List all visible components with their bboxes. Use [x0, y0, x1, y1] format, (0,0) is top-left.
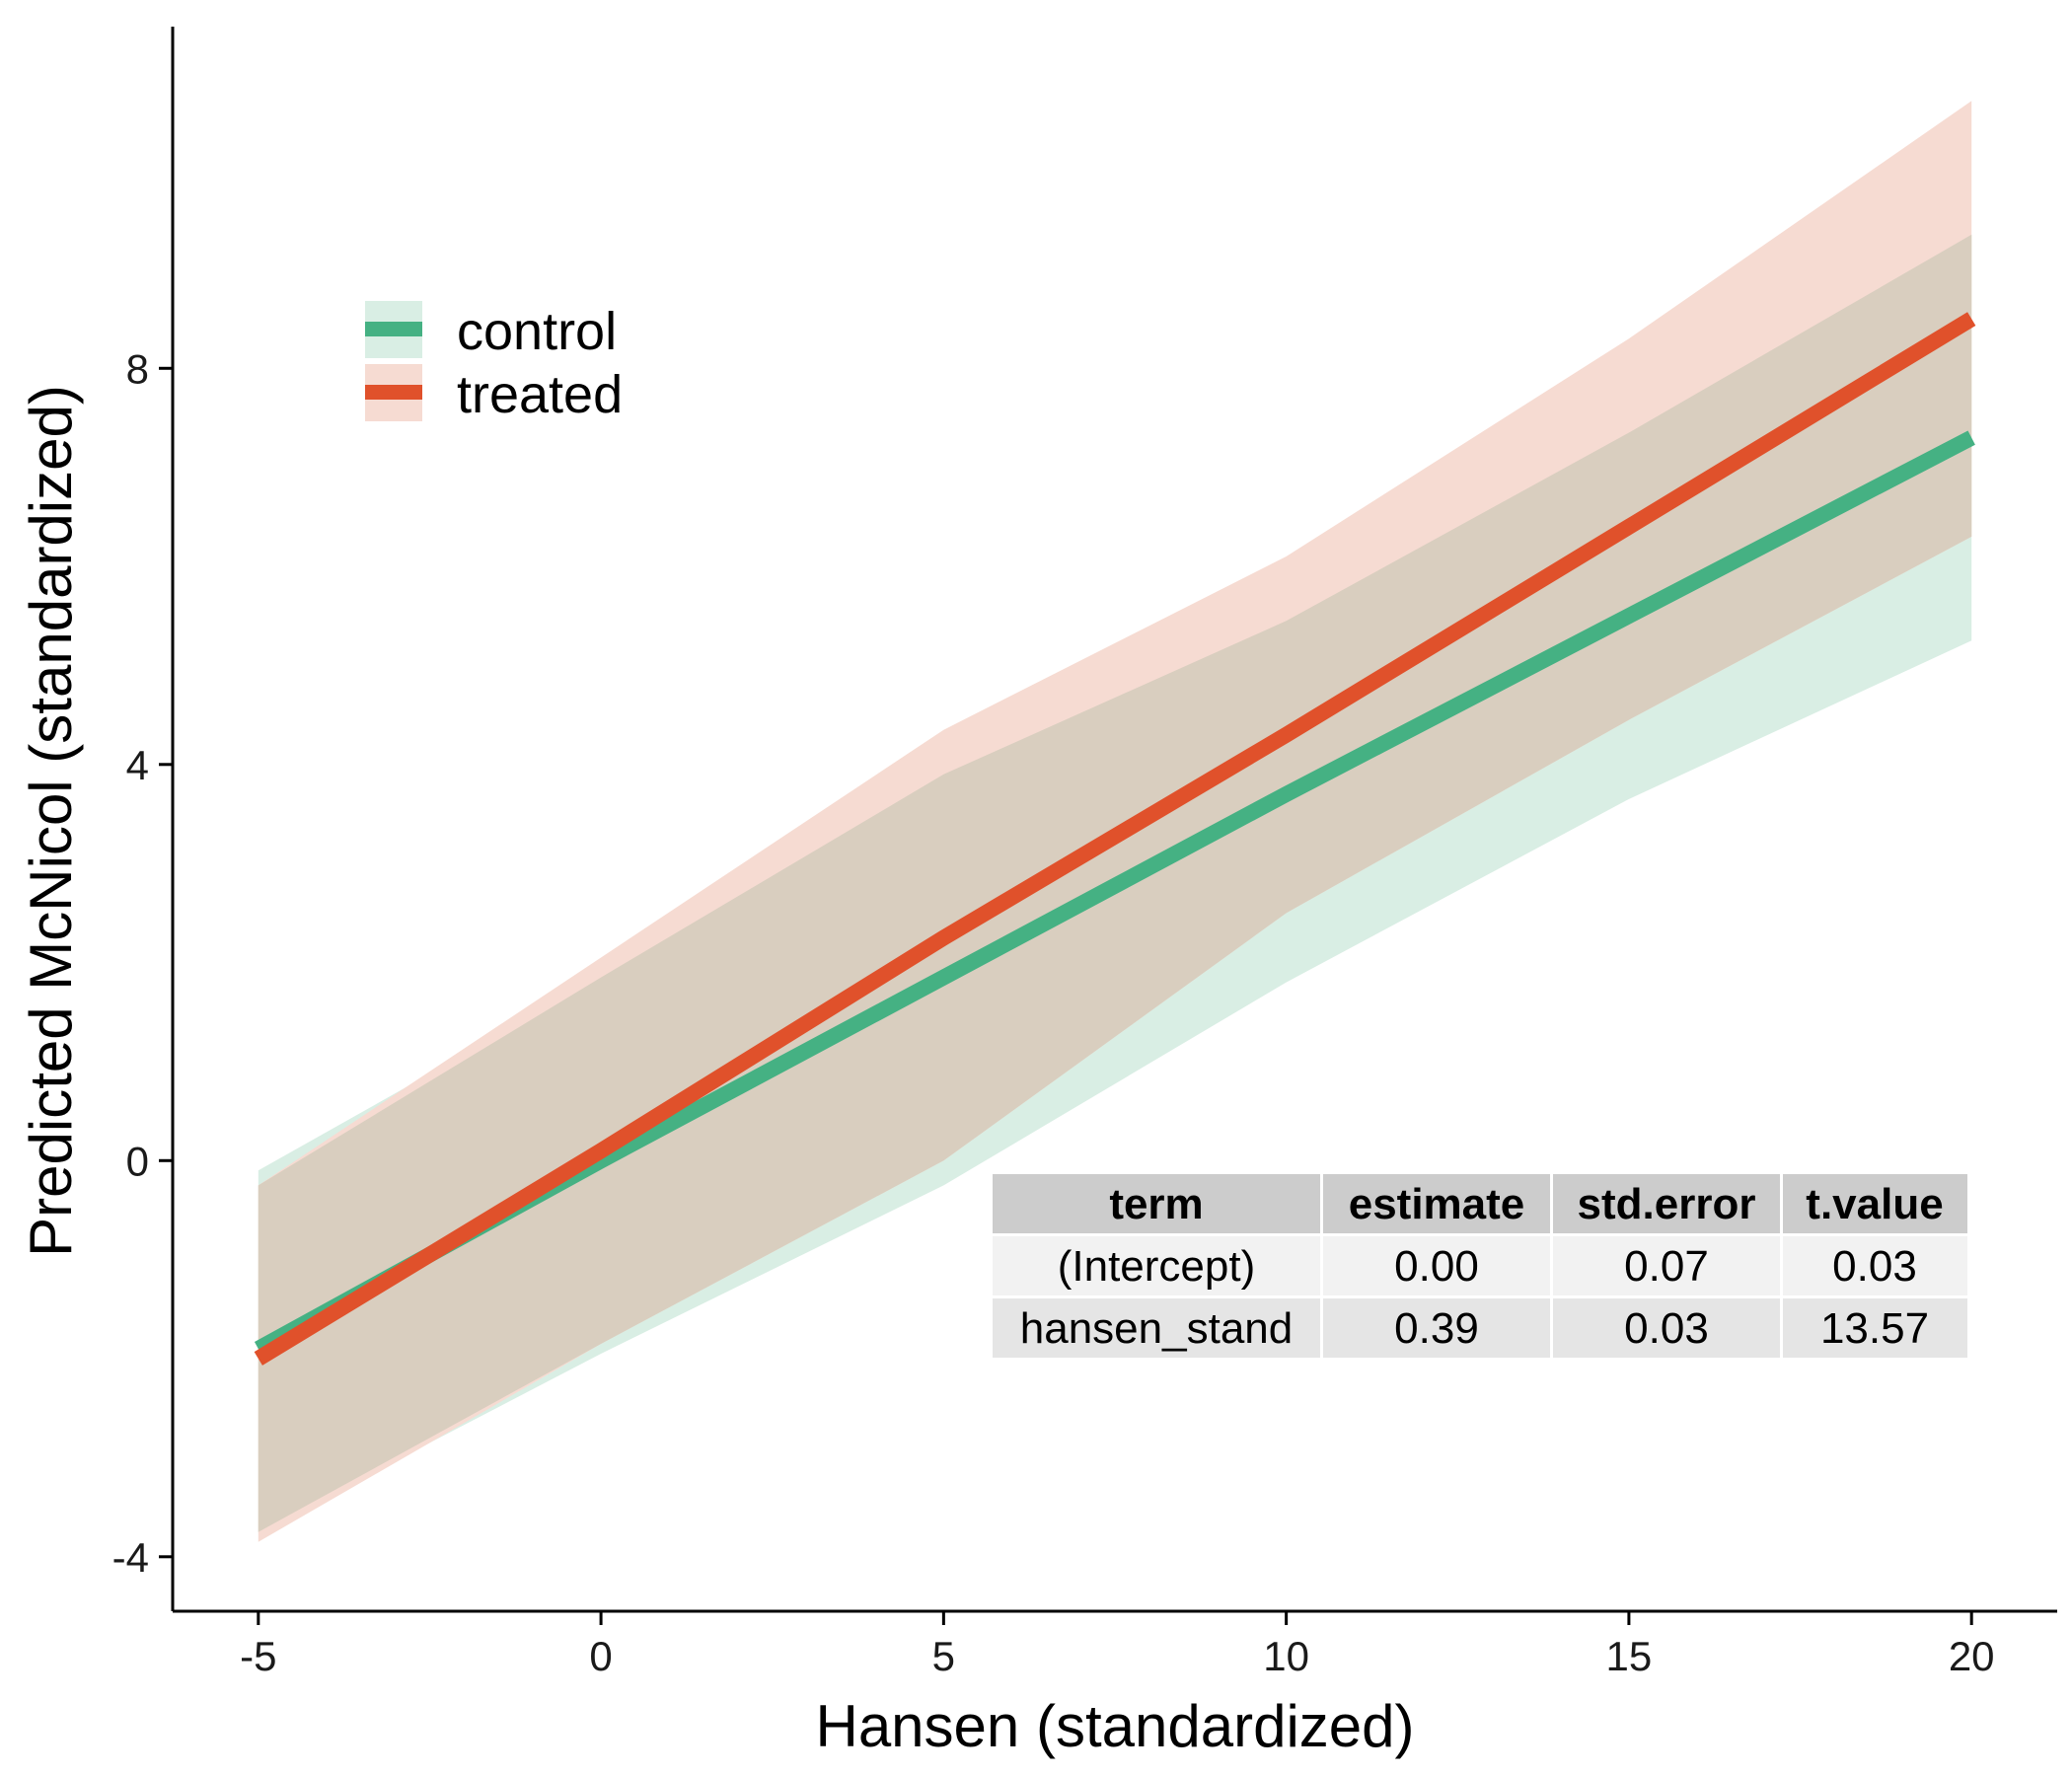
x-axis-title: Hansen (standardized) — [815, 1693, 1414, 1759]
legend-label-treated: treated — [457, 365, 623, 424]
table-cell-term: (Intercept) — [1058, 1242, 1256, 1291]
y-axis-title: Predicted McNicol (standardized) — [18, 385, 84, 1257]
y-tick-label: 0 — [126, 1138, 149, 1184]
table-header-t-value: t.value — [1806, 1180, 1943, 1228]
plot-area — [254, 101, 1976, 1542]
table-cell-t-value: 13.57 — [1820, 1304, 1929, 1353]
x-tick-label: -5 — [240, 1633, 276, 1679]
legend-key-control-line — [365, 322, 422, 336]
table-header-cell — [1553, 1174, 1780, 1233]
table-cell — [1553, 1236, 1780, 1295]
coefficient-table: term estimate std.error t.value (Interce… — [993, 1174, 1967, 1358]
table-cell — [993, 1236, 1320, 1295]
table-cell-term: hansen_stand — [1020, 1304, 1293, 1353]
table-cell — [1783, 1298, 1967, 1358]
table-header-cell — [1783, 1174, 1967, 1233]
table-cell-t-value: 0.03 — [1832, 1242, 1917, 1291]
legend-label-control: control — [457, 302, 617, 361]
x-tick-label: 5 — [932, 1633, 955, 1679]
legend: control treated — [365, 301, 623, 424]
table-cell — [1783, 1236, 1967, 1295]
series-line-treated — [254, 312, 1976, 1366]
x-tick-label: 20 — [1949, 1633, 1995, 1679]
table-header-estimate: estimate — [1349, 1180, 1525, 1228]
x-tick-label: 0 — [589, 1633, 612, 1679]
table-cell-estimate: 0.39 — [1394, 1304, 1479, 1353]
table-cell-std-error: 0.03 — [1624, 1304, 1709, 1353]
table-cell — [1553, 1298, 1780, 1358]
table-cell-estimate: 0.00 — [1394, 1242, 1479, 1291]
table-cell — [993, 1298, 1320, 1358]
y-tick-label: 8 — [126, 345, 149, 392]
y-tick-label: -4 — [112, 1534, 149, 1581]
y-tick-label: 4 — [126, 742, 149, 788]
table-header-cell — [1323, 1174, 1550, 1233]
x-tick-label: 10 — [1263, 1633, 1309, 1679]
axis-ticks: -5 0 5 10 15 20 -4 0 4 8 — [112, 345, 1995, 1679]
table-header-cell — [993, 1174, 1320, 1233]
x-tick-label: 15 — [1606, 1633, 1653, 1679]
table-header-term: term — [1109, 1180, 1203, 1228]
legend-key-treated-line — [365, 385, 422, 400]
table-cell — [1323, 1236, 1550, 1295]
table-cell-std-error: 0.07 — [1624, 1242, 1709, 1291]
table-header-std-error: std.error — [1578, 1180, 1756, 1228]
table-cell — [1323, 1298, 1550, 1358]
